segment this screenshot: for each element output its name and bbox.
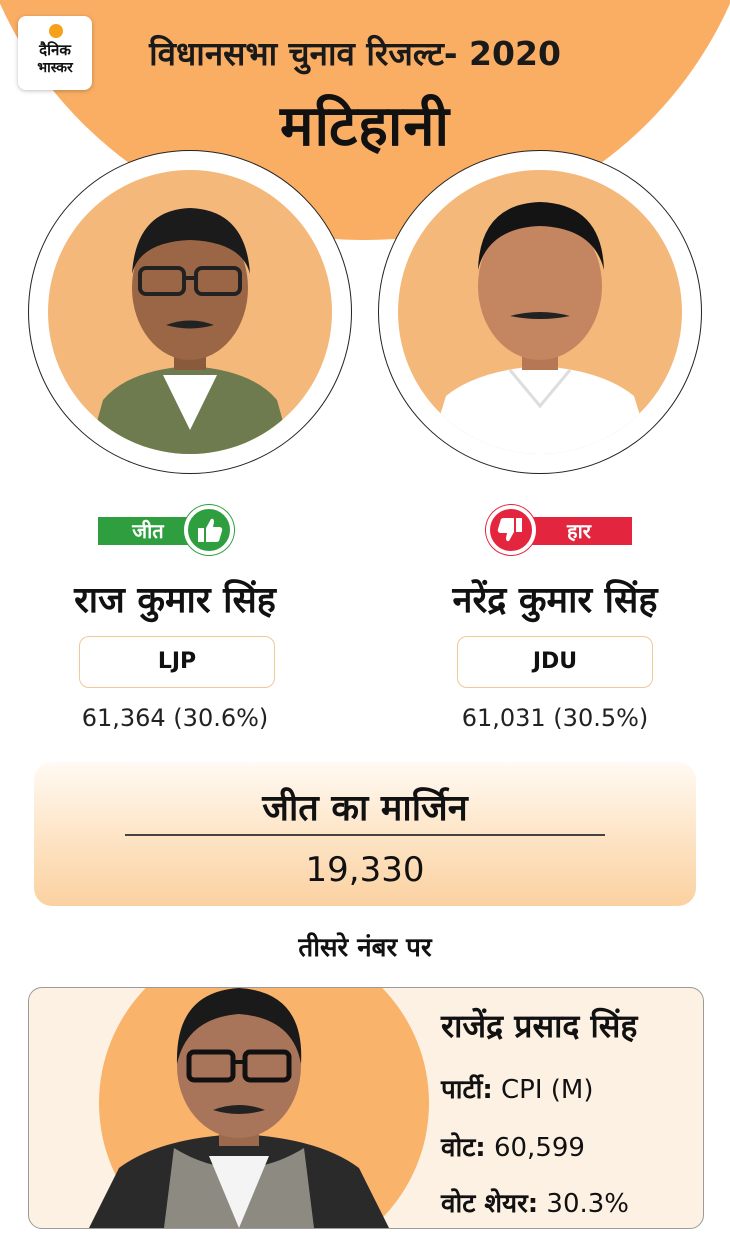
- loss-status-label: हार: [526, 517, 632, 545]
- votes-label: वोट:: [441, 1133, 486, 1163]
- third-candidate-name: राजेंद्र प्रसाद सिंह: [441, 1007, 638, 1045]
- dainik-bhaskar-logo: दैनिक भास्कर: [18, 16, 92, 90]
- divider: [125, 834, 605, 836]
- victory-margin-card: जीत का मार्जिन 19,330: [34, 762, 696, 906]
- loser-name: नरेंद्र कुमार सिंह: [452, 580, 658, 621]
- third-votes-row: वोट: 60,599: [441, 1128, 585, 1164]
- thumbs-up-icon: [184, 505, 234, 555]
- share-label: वोट शेयर:: [441, 1189, 539, 1219]
- winner-photo: [48, 170, 332, 454]
- party-value: CPI (M): [501, 1075, 594, 1105]
- win-status-label: जीत: [98, 517, 198, 545]
- sun-icon: [49, 24, 63, 38]
- third-party-row: पार्टी: CPI (M): [441, 1070, 594, 1106]
- win-status-badge: जीत: [98, 505, 250, 555]
- winner-photo-frame: [28, 150, 352, 474]
- loser-photo-frame: [378, 150, 702, 474]
- margin-title: जीत का मार्जिन: [262, 788, 468, 829]
- loss-status-badge: हार: [486, 505, 632, 555]
- third-place-card: राजेंद्र प्रसाद सिंह पार्टी: CPI (M) वोट…: [28, 987, 704, 1229]
- margin-value: 19,330: [305, 850, 425, 890]
- third-candidate-photo: [89, 988, 389, 1228]
- logo-line-2: भास्कर: [37, 60, 73, 76]
- constituency-name: मटिहानी: [279, 94, 451, 159]
- thumbs-down-icon: [486, 505, 536, 555]
- share-value: 30.3%: [546, 1189, 630, 1219]
- loser-photo: [398, 170, 682, 454]
- third-place-heading: तीसरे नंबर पर: [298, 933, 432, 963]
- winner-votes: 61,364 (30.6%): [81, 704, 269, 732]
- votes-value: 60,599: [493, 1133, 585, 1163]
- third-share-row: वोट शेयर: 30.3%: [441, 1184, 629, 1220]
- winner-party: LJP: [79, 636, 275, 688]
- party-label: पार्टी:: [441, 1075, 493, 1105]
- winner-name: राज कुमार सिंह: [74, 580, 276, 621]
- logo-line-1: दैनिक: [39, 41, 71, 59]
- loser-votes: 61,031 (30.5%): [461, 704, 649, 732]
- loser-party: JDU: [457, 636, 653, 688]
- page-title: विधानसभा चुनाव रिजल्ट- 2020: [149, 34, 561, 73]
